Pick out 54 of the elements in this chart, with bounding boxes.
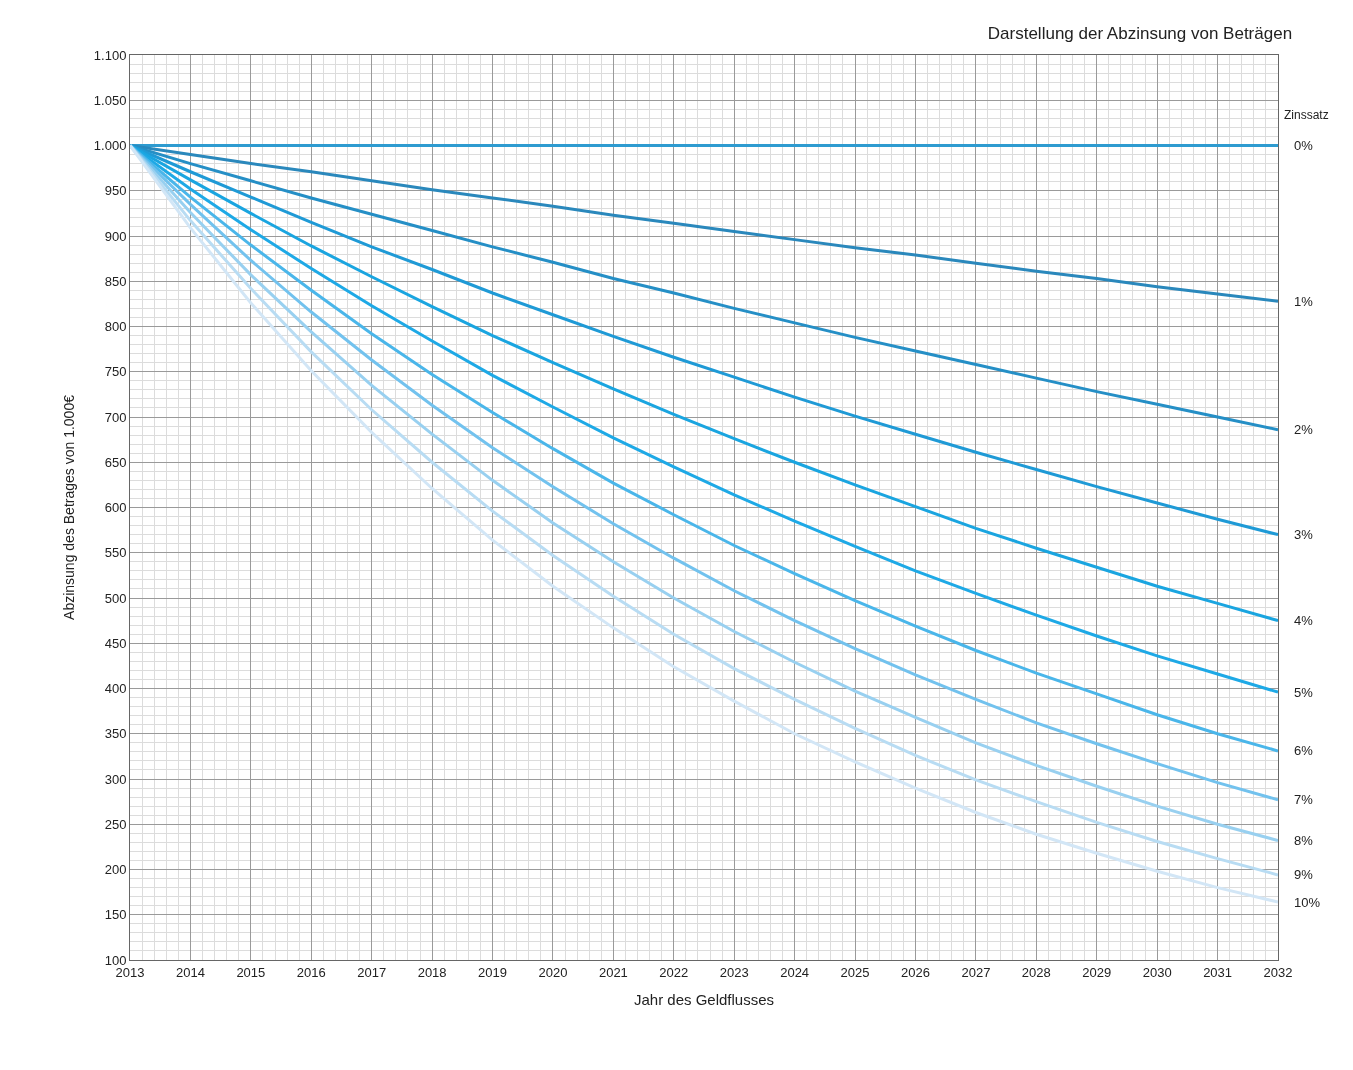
y-tick-label: 950 xyxy=(104,183,127,199)
y-tick-label: 300 xyxy=(104,771,127,787)
series-label: 0% xyxy=(1294,138,1314,153)
y-tick-label: 700 xyxy=(104,409,127,425)
y-tick-label: 750 xyxy=(104,364,127,380)
series-label: 2% xyxy=(1294,422,1314,437)
x-tick-label: 2014 xyxy=(175,964,205,980)
x-tick-label: 2031 xyxy=(1203,964,1233,980)
x-tick-label: 2015 xyxy=(236,964,266,980)
y-tick-label: 150 xyxy=(104,907,127,923)
y-tick-label: 1.050 xyxy=(93,92,127,108)
series-label: 7% xyxy=(1294,792,1314,807)
series-label: 9% xyxy=(1294,867,1314,882)
chart-title: Darstellung der Abzinsung von Beträgen xyxy=(987,23,1293,43)
x-tick-label: 2018 xyxy=(417,964,447,980)
x-tick-label: 2023 xyxy=(719,964,749,980)
series-label: 3% xyxy=(1294,527,1314,542)
x-tick-label: 2016 xyxy=(296,964,326,980)
x-tick-label: 2029 xyxy=(1082,964,1112,980)
x-tick-label: 2022 xyxy=(659,964,689,980)
x-tick-label: 2026 xyxy=(901,964,930,980)
y-tick-label: 1.100 xyxy=(93,47,127,63)
series-label: 6% xyxy=(1294,743,1314,758)
legend-title: Zinssatz xyxy=(1284,108,1329,122)
y-tick-label: 800 xyxy=(104,319,127,335)
x-tick-label: 2019 xyxy=(478,964,507,980)
x-tick-label: 2017 xyxy=(357,964,387,980)
series-label: 4% xyxy=(1294,613,1314,628)
y-tick-label: 600 xyxy=(104,500,127,516)
x-tick-label: 2032 xyxy=(1263,964,1293,980)
y-tick-label: 200 xyxy=(104,862,127,878)
y-axis-title: Abzinsung des Betrages von 1.000€ xyxy=(61,394,78,620)
x-tick-label: 2021 xyxy=(598,964,628,980)
x-tick-label: 2030 xyxy=(1142,964,1172,980)
series-label: 1% xyxy=(1294,294,1314,309)
y-tick-label: 550 xyxy=(104,545,127,561)
x-tick-label: 2024 xyxy=(780,964,810,980)
x-tick-label: 2025 xyxy=(840,964,870,980)
y-tick-label: 450 xyxy=(104,635,127,651)
y-tick-label: 250 xyxy=(104,816,127,832)
y-tick-label: 650 xyxy=(104,454,127,470)
x-tick-label: 2020 xyxy=(538,964,568,980)
series-label: 10% xyxy=(1294,895,1321,910)
series-label: 5% xyxy=(1294,685,1314,700)
y-tick-label: 350 xyxy=(104,726,127,742)
y-tick-label: 400 xyxy=(104,681,127,697)
series-label: 8% xyxy=(1294,833,1314,848)
x-axis-title: Jahr des Geldflusses xyxy=(633,990,775,1008)
y-tick-label: 900 xyxy=(104,228,127,244)
x-tick-label: 2028 xyxy=(1021,964,1051,980)
y-tick-label: 850 xyxy=(104,273,127,289)
y-tick-label: 1.000 xyxy=(93,138,127,154)
y-tick-label: 500 xyxy=(104,590,127,606)
x-tick-label: 2027 xyxy=(961,964,991,980)
